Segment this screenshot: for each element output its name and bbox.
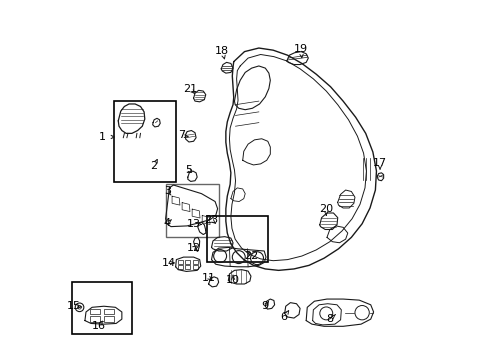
Text: 3: 3 xyxy=(163,186,170,197)
Text: 15: 15 xyxy=(67,301,81,311)
Text: 8: 8 xyxy=(325,314,333,324)
Text: 16: 16 xyxy=(92,321,106,331)
Bar xyxy=(178,265,183,269)
Bar xyxy=(89,309,100,315)
Text: 4: 4 xyxy=(163,218,171,228)
Text: 10: 10 xyxy=(225,275,240,285)
Text: 11: 11 xyxy=(201,273,215,283)
Bar xyxy=(72,282,131,334)
Text: 20: 20 xyxy=(319,204,333,215)
Text: 19: 19 xyxy=(293,44,307,54)
Bar xyxy=(185,260,190,264)
Bar xyxy=(178,260,183,264)
Text: 14: 14 xyxy=(161,258,175,268)
Text: 7: 7 xyxy=(178,130,185,140)
Bar xyxy=(192,260,197,264)
Text: 21: 21 xyxy=(183,84,197,94)
Text: 9: 9 xyxy=(261,301,268,311)
Bar xyxy=(192,265,197,269)
Text: 23: 23 xyxy=(204,215,218,225)
Text: 17: 17 xyxy=(372,158,386,168)
Bar xyxy=(206,216,267,262)
Bar xyxy=(104,309,114,315)
Text: 22: 22 xyxy=(244,251,258,261)
Text: 2: 2 xyxy=(150,161,157,171)
Text: 13: 13 xyxy=(186,219,200,229)
Bar xyxy=(104,316,114,321)
Bar xyxy=(185,265,190,269)
Text: 5: 5 xyxy=(185,165,192,175)
Text: 18: 18 xyxy=(215,46,229,56)
Bar xyxy=(113,101,176,182)
Bar xyxy=(165,184,219,237)
Text: 12: 12 xyxy=(186,243,200,253)
Text: 1: 1 xyxy=(99,132,105,142)
Text: 6: 6 xyxy=(280,312,287,322)
Bar xyxy=(89,316,100,321)
